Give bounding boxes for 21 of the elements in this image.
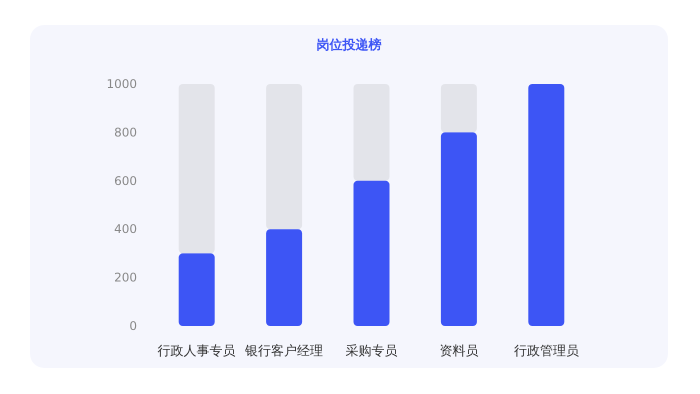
y-tick-label: 0	[129, 319, 137, 333]
bar	[528, 84, 564, 326]
bar	[440, 84, 477, 132]
y-tick-label: 200	[114, 270, 137, 285]
bar	[178, 84, 215, 254]
bar	[354, 180, 390, 326]
y-tick-label: 1000	[106, 77, 137, 91]
bar	[266, 229, 302, 326]
x-tick-label: 资料员	[439, 344, 478, 359]
x-tick-label: 银行客户经理	[244, 343, 324, 359]
y-tick-label: 800	[114, 125, 137, 140]
x-tick-label: 行政人事专员	[158, 344, 236, 359]
y-tick-label: 400	[114, 222, 137, 236]
bar	[178, 253, 215, 326]
bar	[266, 84, 302, 230]
bar	[440, 132, 477, 326]
y-tick-label: 600	[114, 174, 137, 188]
x-tick-label: 行政管理员	[514, 344, 579, 359]
chart-title: 岗位投递榜	[316, 37, 382, 53]
x-tick-label: 采购专员	[346, 344, 398, 359]
bar	[354, 84, 390, 181]
